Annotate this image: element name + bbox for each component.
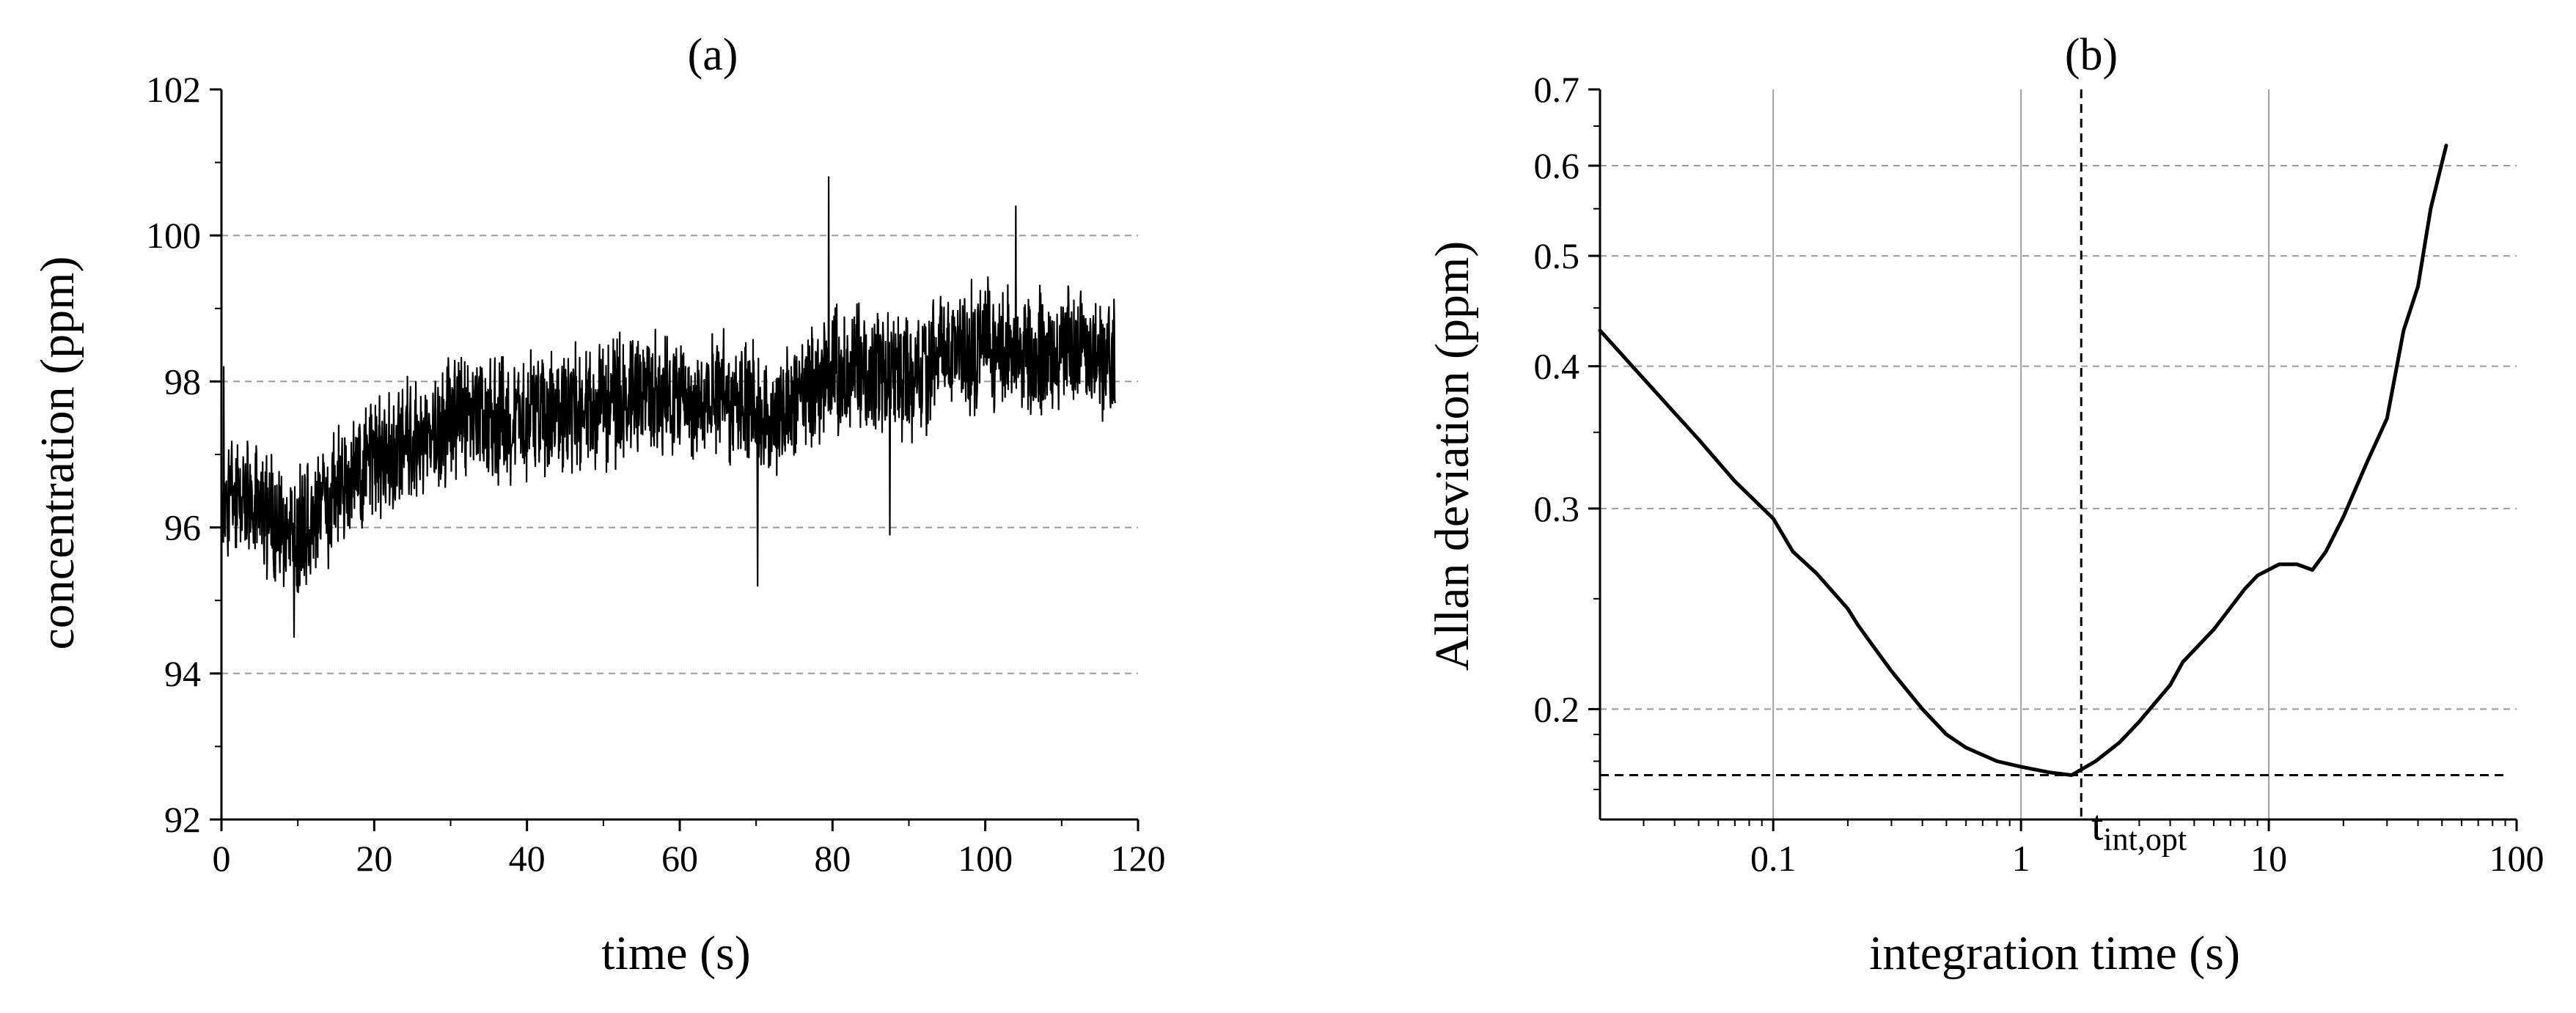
panel-b-xtick-label-1: 1 xyxy=(2012,838,2030,879)
panel-b-ticks: 0.1 1 10 100 0.2 0.3 0.4 0.5 0.6 0.7 xyxy=(1534,69,2544,879)
annotation-subscript-text: int,opt xyxy=(2103,822,2187,858)
panel-a-data xyxy=(220,176,1116,638)
panel-a-xtick-label-0: 0 xyxy=(213,838,231,879)
panel-a-chart: 0 20 40 60 80 100 120 92 94 96 98 100 102 (a) time (… xyxy=(31,30,1166,980)
panel-b-gridlines xyxy=(1600,89,2517,819)
panel-b-ytick-label-1: 0.3 xyxy=(1534,488,1580,529)
panel-a-title: (a) xyxy=(688,30,738,80)
panel-b-ytick-label-5: 0.7 xyxy=(1534,69,1580,110)
panel-a-ticks: 0 20 40 60 80 100 120 92 94 96 98 100 102 xyxy=(146,69,1166,879)
panel-a-xtick-label-4: 80 xyxy=(814,838,851,879)
panel-b-ytick-label-0: 0.2 xyxy=(1534,688,1580,729)
panel-b-reference-lines xyxy=(1600,89,2508,819)
panel-a-ytick-label-5: 102 xyxy=(146,69,201,110)
panel-a-xtick-label-2: 40 xyxy=(509,838,546,879)
panel-b-ytick-label-4: 0.6 xyxy=(1534,145,1580,186)
panel-a-ytick-label-4: 100 xyxy=(146,215,201,256)
panel-a-xtick-label-1: 20 xyxy=(356,838,392,879)
panel-a-xtick-label-6: 120 xyxy=(1111,838,1166,879)
panel-a-xtick-label-3: 60 xyxy=(661,838,698,879)
panel-a-ytick-label-0: 92 xyxy=(164,799,201,840)
panel-b-series-line xyxy=(1598,144,2448,777)
panel-a-ytick-label-1: 94 xyxy=(164,653,201,694)
panel-a-ylabel: concentration (ppm) xyxy=(31,257,84,650)
panel-a-series-line xyxy=(220,176,1116,638)
panel-b-xtick-label-0: 0.1 xyxy=(1750,838,1797,879)
optimal-integration-time-annotation: tint,opt xyxy=(2091,802,2187,858)
panel-b-axes xyxy=(1599,89,2517,821)
panel-b-xlabel: integration time (s) xyxy=(1869,927,2240,980)
panel-b-xtick-label-2: 10 xyxy=(2250,838,2287,879)
panel-a-ytick-label-3: 98 xyxy=(164,361,201,402)
panel-a-xlabel: time (s) xyxy=(601,927,750,980)
annotation-main-text: t xyxy=(2091,802,2103,850)
panel-b-ylabel: Allan deviation (ppm) xyxy=(1425,241,1479,671)
panel-a-xtick-label-5: 100 xyxy=(958,838,1013,879)
panel-b-title: (b) xyxy=(2065,30,2118,80)
panel-a-ytick-label-2: 96 xyxy=(164,507,201,548)
panel-b-chart: 0.1 1 10 100 0.2 0.3 0.4 0.5 0.6 0.7 (b) integrat… xyxy=(1425,30,2544,980)
panel-b-ytick-label-3: 0.5 xyxy=(1534,235,1580,276)
panel-b-xtick-label-3: 100 xyxy=(2489,838,2544,879)
panel-b-ytick-label-2: 0.4 xyxy=(1534,346,1580,387)
panel-b-data xyxy=(1598,144,2448,777)
